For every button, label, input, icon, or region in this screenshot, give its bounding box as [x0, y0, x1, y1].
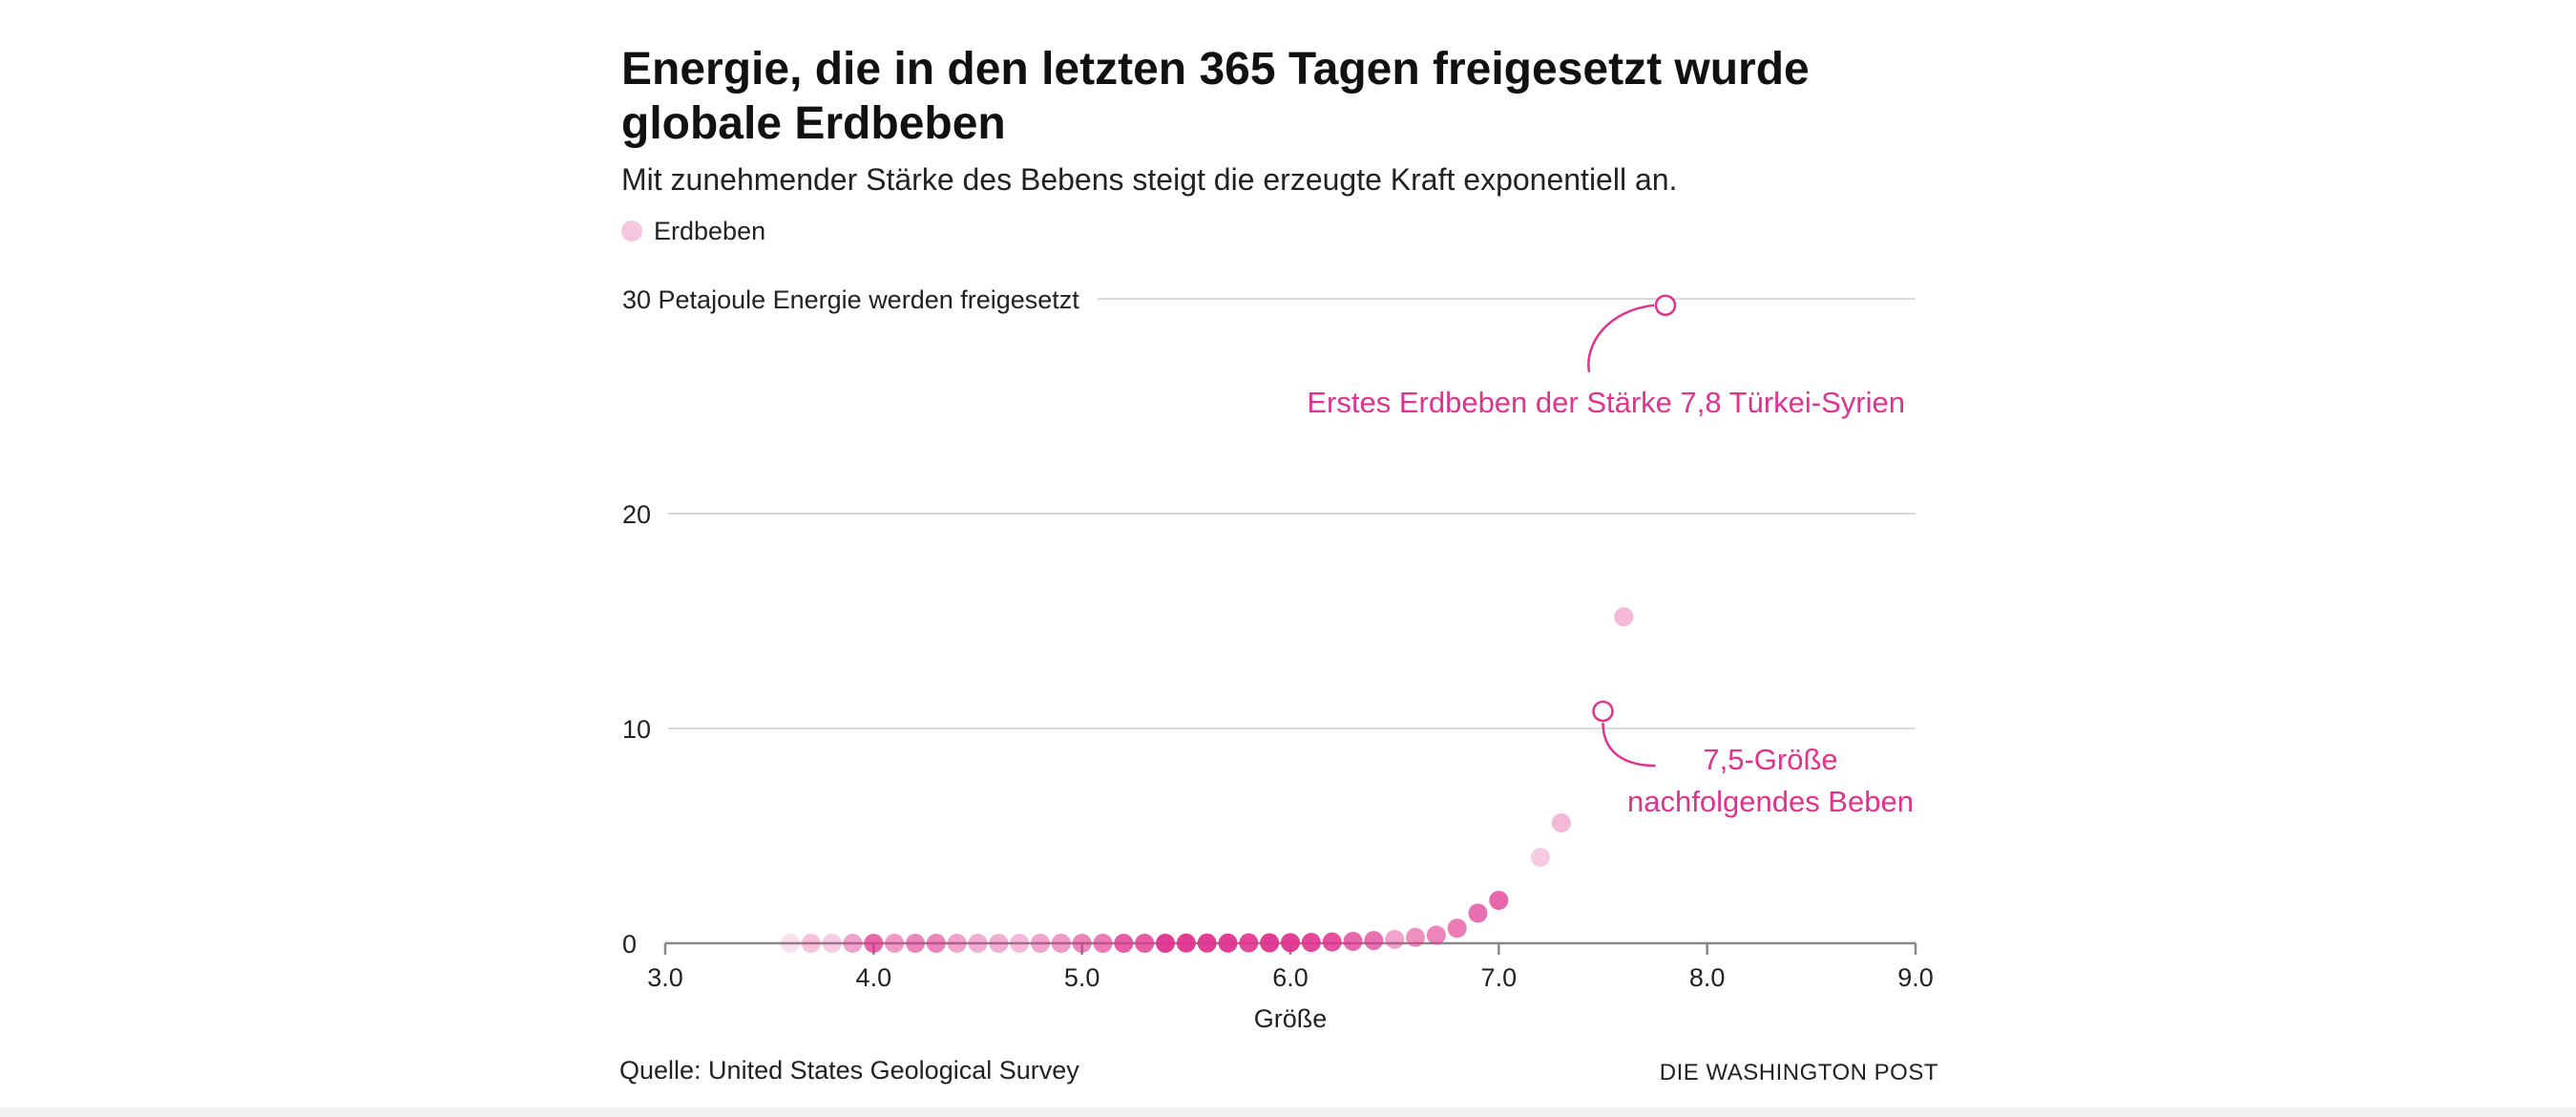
data-point: [1468, 903, 1488, 923]
data-points: [781, 607, 1634, 953]
data-point: [1156, 934, 1175, 953]
data-point: [947, 934, 967, 953]
data-point: [1301, 933, 1321, 953]
data-point: [1114, 934, 1134, 953]
data-point: [1281, 933, 1300, 953]
data-point: [1239, 933, 1259, 953]
bottom-band: [0, 1107, 2576, 1117]
data-point: [1031, 934, 1050, 953]
data-point: [1260, 933, 1280, 953]
data-point: [822, 934, 842, 953]
x-tick-label-5.0: 5.0: [1064, 963, 1100, 992]
data-point: [801, 934, 821, 953]
publisher-credit: DIE WASHINGTON POST: [1659, 1060, 1938, 1085]
data-point: [1343, 931, 1363, 951]
data-point: [1364, 931, 1384, 951]
data-point: [926, 934, 946, 953]
data-point: [1010, 934, 1030, 953]
highlight-annotations: Erstes Erdbeben der Stärke 7,8 Türkei-Sy…: [1307, 294, 1914, 818]
data-point: [1531, 848, 1550, 867]
x-tick-label-6.0: 6.0: [1272, 963, 1309, 992]
legend-label-erdbeben: Erdbeben: [654, 216, 766, 245]
highlight-point: [1654, 294, 1677, 316]
data-point: [906, 934, 925, 953]
x-tick-label-4.0: 4.0: [856, 963, 892, 992]
x-tick-label-7.0: 7.0: [1481, 963, 1518, 992]
annotation-label: nachfolgendes Beben: [1627, 785, 1914, 818]
data-point: [1447, 918, 1467, 938]
data-point: [1551, 813, 1571, 832]
x-axis-label: Größe: [1254, 1004, 1328, 1033]
data-point: [843, 934, 863, 953]
x-tick-label-9.0: 9.0: [1897, 963, 1934, 992]
data-point: [864, 934, 884, 953]
annotation-label: Erstes Erdbeben der Stärke 7,8 Türkei-Sy…: [1307, 386, 1905, 419]
x-tick-label-8.0: 8.0: [1689, 963, 1726, 992]
annotation-leader-line: [1587, 304, 1655, 372]
data-point: [1426, 925, 1446, 945]
data-point: [968, 934, 988, 953]
data-point: [1072, 934, 1092, 953]
chart-title: Energie, die in den letzten 365 Tagen fr…: [621, 44, 1810, 149]
highlight-point: [1592, 700, 1614, 723]
y-axis-ticks: 0 10 20 30 Petajoule Energie werden freiges…: [622, 285, 1079, 959]
legend: Erdbeben: [621, 212, 765, 250]
data-point: [885, 934, 905, 953]
legend-swatch-erdbeben: [621, 221, 642, 242]
gridlines: [668, 298, 1916, 729]
y-tick-label-10: 10: [622, 715, 651, 744]
y-tick-label-30: 30 Petajoule Energie werden freigesetzt: [622, 285, 1079, 314]
data-point: [781, 934, 800, 953]
data-point: [1197, 933, 1217, 953]
annotation-label: 7,5-Größe: [1703, 743, 1837, 776]
data-point: [1406, 927, 1425, 947]
data-point: [1385, 929, 1405, 949]
data-point: [1614, 607, 1634, 626]
data-point: [1135, 934, 1155, 953]
data-point: [1176, 933, 1196, 953]
source-note: Quelle: United States Geological Survey: [619, 1056, 1079, 1085]
y-tick-label-20: 20: [622, 500, 651, 529]
chart-subtitle: Mit zunehmender Stärke des Bebens steigt…: [621, 162, 1678, 197]
data-point: [1218, 933, 1238, 953]
y-tick-label-0: 0: [622, 930, 637, 959]
data-point: [989, 934, 1009, 953]
data-point: [1489, 891, 1509, 910]
data-point: [1322, 932, 1342, 952]
annotation-leader-line: [1602, 722, 1656, 768]
x-tick-label-3.0: 3.0: [647, 963, 683, 992]
x-axis: 3.0 4.0 5.0 6.0 7.0 8.0 9.0 Größe: [647, 941, 1934, 1033]
data-point: [1093, 934, 1113, 953]
data-point: [1051, 934, 1071, 953]
